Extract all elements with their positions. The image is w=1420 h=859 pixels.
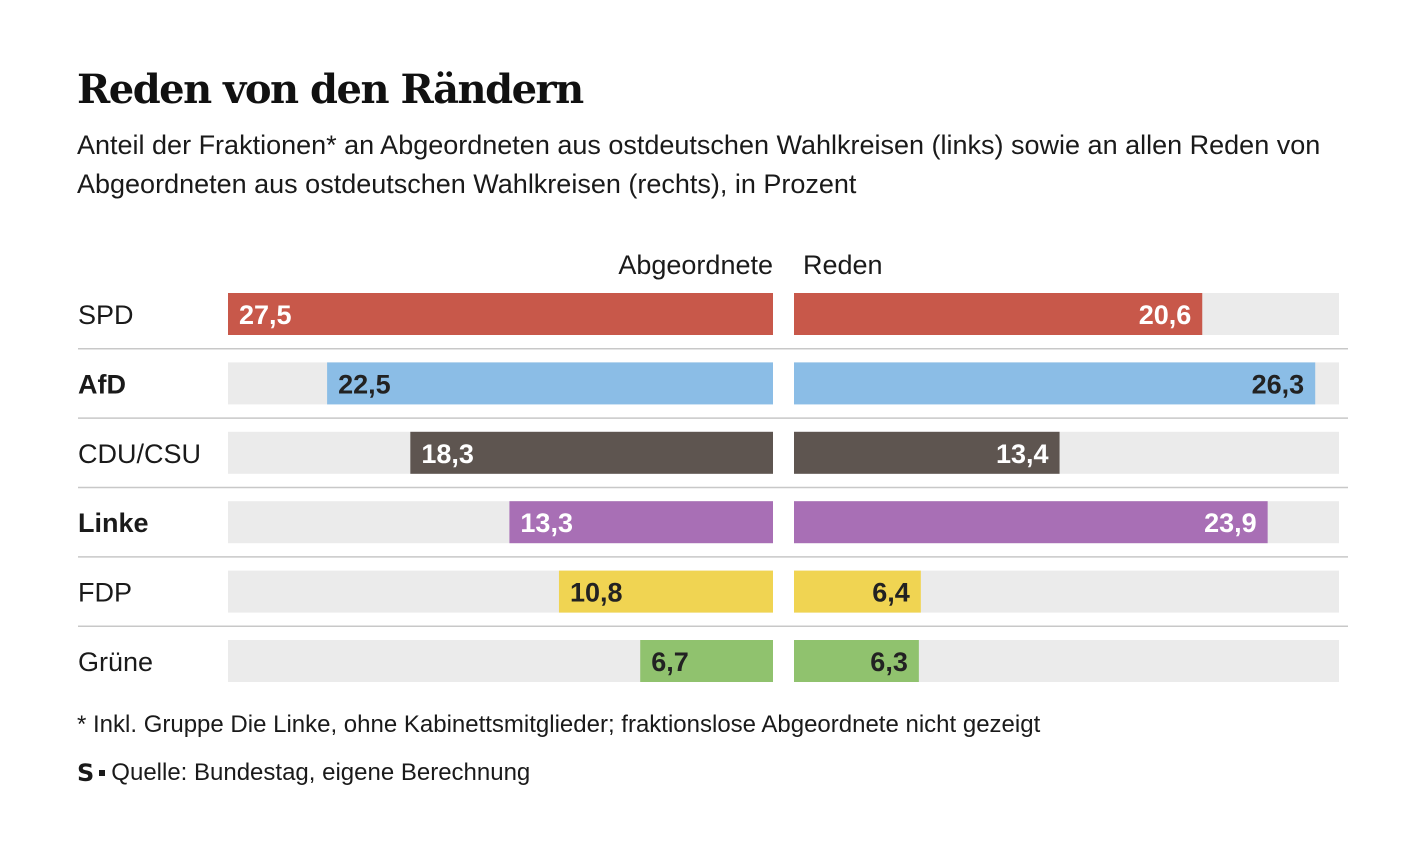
category-label-fdp: FDP <box>78 578 132 608</box>
value-label-reden-gr-ne: 6,3 <box>870 647 908 677</box>
chart-subtitle: Anteil der Fraktionen* an Abgeordneten a… <box>77 130 1321 199</box>
category-label-afd: AfD <box>78 369 126 399</box>
source-line: S Quelle: Bundestag, eigene Berechnung <box>77 759 530 787</box>
logo-dot-icon <box>99 770 106 776</box>
bar-reden-fdp <box>794 570 921 613</box>
bar-reden-spd <box>794 293 1203 335</box>
value-label-reden-linke: 23,9 <box>1204 508 1257 538</box>
category-label-linke: Linke <box>78 508 149 538</box>
value-label-abgeordnete-gr-ne: 6,7 <box>651 647 689 677</box>
bar-abgeordnete-cdu-csu <box>410 431 773 474</box>
value-label-abgeordnete-fdp: 10,8 <box>570 578 623 608</box>
value-label-abgeordnete-cdu-csu: 18,3 <box>421 439 474 469</box>
value-label-reden-fdp: 6,4 <box>872 578 910 608</box>
value-label-abgeordnete-spd: 27,5 <box>239 300 292 330</box>
value-label-abgeordnete-linke: 13,3 <box>520 508 573 538</box>
bar-reden-gr-ne <box>794 640 919 682</box>
category-label-gr-ne: Grüne <box>78 647 153 677</box>
footnote: * Inkl. Gruppe Die Linke, ohne Kabinetts… <box>77 711 1041 738</box>
publisher-logo-icon: S <box>77 759 94 787</box>
value-label-abgeordnete-afd: 22,5 <box>338 369 391 399</box>
bar-abgeordnete-spd <box>228 293 773 335</box>
value-label-reden-spd: 20,6 <box>1139 300 1192 330</box>
bar-reden-cdu-csu <box>794 431 1060 474</box>
bar-abgeordnete-fdp <box>558 570 773 613</box>
category-label-cdu-csu: CDU/CSU <box>78 439 201 469</box>
value-label-reden-cdu-csu: 13,4 <box>996 439 1049 469</box>
bar-abgeordnete-afd <box>327 362 773 405</box>
category-label-spd: SPD <box>78 300 134 330</box>
column-header-abgeordnete: Abgeordnete <box>618 250 773 280</box>
value-label-reden-afd: 26,3 <box>1252 369 1305 399</box>
chart-title: Reden von den Rändern <box>77 66 584 113</box>
bar-reden-linke <box>794 501 1268 544</box>
bar-reden-afd <box>794 362 1316 405</box>
source-text: Quelle: Bundestag, eigene Berechnung <box>111 759 531 786</box>
bar-abgeordnete-linke <box>509 501 773 544</box>
bar-abgeordnete-gr-ne <box>640 640 773 682</box>
column-header-reden: Reden <box>803 250 883 280</box>
